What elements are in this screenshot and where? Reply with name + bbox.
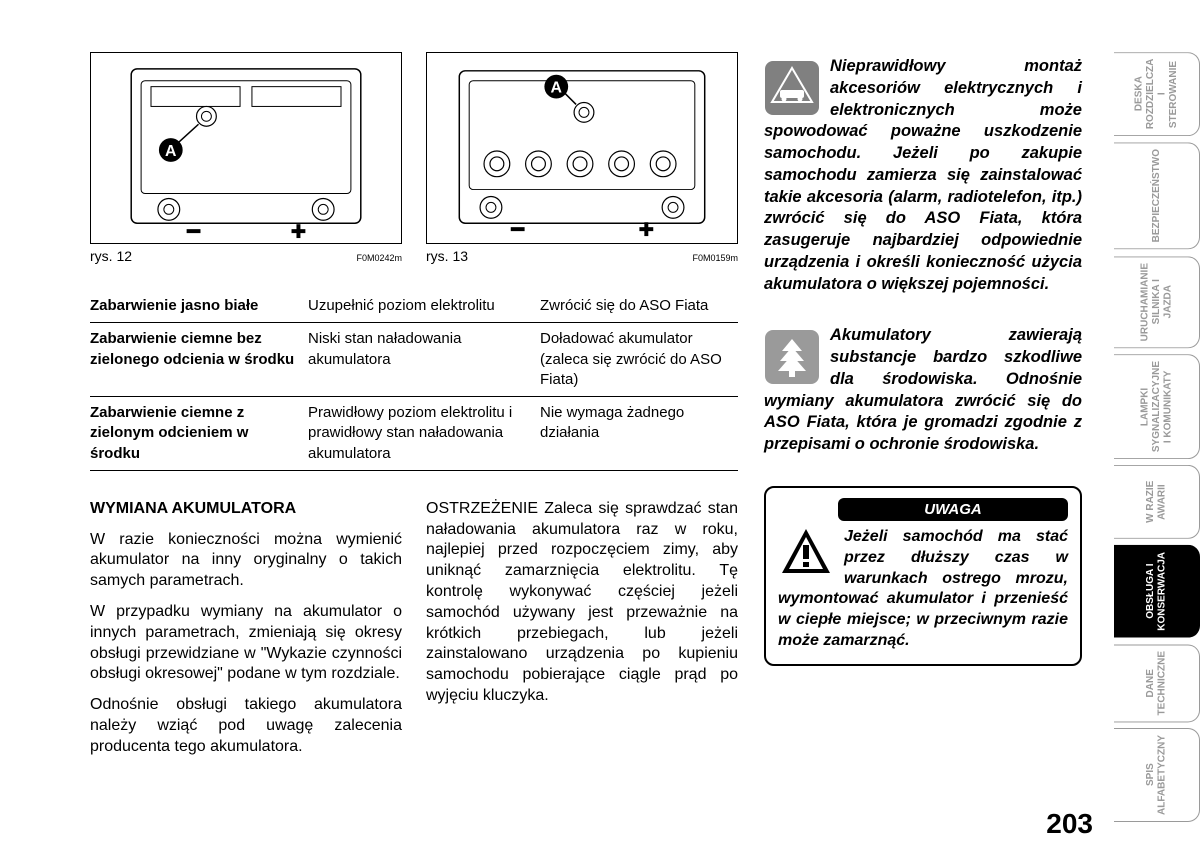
paragraph: Odnośnie obsługi takiego akumulatora nal…: [90, 695, 402, 757]
table-row: Zabarwienie ciemne z zielonym odcieniem …: [90, 397, 738, 471]
svg-text:A: A: [551, 80, 563, 97]
paragraph: OSTRZEŻENIE Zaleca się sprawdzać stan na…: [426, 499, 738, 707]
page-content: A rys. 12 F0M0242m: [90, 52, 1105, 822]
tab-starting[interactable]: URUCHAMIANIE SILNIKA I JAZDA: [1114, 256, 1200, 348]
body-columns: WYMIANA AKUMULATORA W razie konieczności…: [90, 499, 738, 768]
table-cell: Zabarwienie ciemne bez zielonego odcieni…: [90, 329, 308, 390]
tab-warning-lights[interactable]: LAMPKI SYGNALIZACYJNE I KOMUNIKATY: [1114, 354, 1200, 459]
tab-emergency[interactable]: W RAZIE AWARII: [1114, 465, 1200, 539]
tab-technical[interactable]: DANE TECHNICZNE: [1114, 644, 1200, 722]
figure-13-image: A: [426, 52, 738, 244]
paragraph: W razie konieczności można wymienić akum…: [90, 530, 402, 592]
table-row: Zabarwienie ciemne bez zielonego odcieni…: [90, 323, 738, 397]
table-cell: Zabarwienie ciemne z zielonym odcieniem …: [90, 403, 308, 464]
table-cell: Zwrócić się do ASO Fiata: [540, 296, 738, 316]
body-col-left: WYMIANA AKUMULATORA W razie konieczności…: [90, 499, 402, 768]
fig13-caption: rys. 13: [426, 248, 468, 264]
table-cell: Nie wymaga żadnego działania: [540, 403, 738, 464]
section-heading: WYMIANA AKUMULATORA: [90, 499, 402, 520]
status-table: Zabarwienie jasno białe Uzupełnić poziom…: [90, 290, 738, 471]
figures-row: A rys. 12 F0M0242m: [90, 52, 738, 264]
right-column: Nieprawidłowy montaż akcesoriów elektryc…: [764, 56, 1082, 666]
left-column: A rys. 12 F0M0242m: [90, 52, 738, 768]
page-number: 203: [1046, 808, 1093, 840]
svg-text:A: A: [165, 143, 177, 160]
warning-1: Nieprawidłowy montaż akcesoriów elektryc…: [764, 56, 1082, 295]
figure-13: A rys. 13 F0M0159m: [426, 52, 738, 264]
uwaga-label: UWAGA: [838, 498, 1068, 521]
tab-index[interactable]: SPIS ALFABETYCZNY: [1114, 728, 1200, 822]
figure-12-image: A: [90, 52, 402, 244]
table-cell: Zabarwienie jasno białe: [90, 296, 308, 316]
fig12-caption: rys. 12: [90, 248, 132, 264]
fig13-code: F0M0159m: [692, 253, 738, 263]
side-tabs: DESKA ROZDZIELCZA I STEROWANIE BEZPIECZE…: [1114, 52, 1200, 822]
car-warning-icon: [764, 60, 820, 116]
table-cell: Niski stan naładowania akumulatora: [308, 329, 540, 390]
fig12-code: F0M0242m: [356, 253, 402, 263]
table-cell: Uzupełnić poziom elektrolitu: [308, 296, 540, 316]
table-row: Zabarwienie jasno białe Uzupełnić poziom…: [90, 290, 738, 323]
figure-12: A rys. 12 F0M0242m: [90, 52, 402, 264]
caution-triangle-icon: [778, 525, 834, 581]
uwaga-box: UWAGA Jeżeli samochód ma stać przez dłuż…: [764, 486, 1082, 666]
body-col-right: OSTRZEŻENIE Zaleca się sprawdzać stan na…: [426, 499, 738, 768]
uwaga-body: Jeżeli samochód ma stać przez dłuższy cz…: [778, 527, 1068, 652]
table-cell: Doładować akumulator (zaleca się zwrócić…: [540, 329, 738, 390]
environment-icon: [764, 329, 820, 385]
tab-dashboard[interactable]: DESKA ROZDZIELCZA I STEROWANIE: [1114, 52, 1200, 136]
warning-2: Akumulatory zawierają substancje bardzo …: [764, 325, 1082, 456]
paragraph: W przypadku wymiany na akumulator o inny…: [90, 602, 402, 685]
table-cell: Prawidłowy poziom elektrolitu i prawidło…: [308, 403, 540, 464]
tab-maintenance[interactable]: OBSŁUGA I KONSERWACJA: [1114, 545, 1200, 638]
tab-safety[interactable]: BEZPIECZEŃSTWO: [1114, 142, 1200, 249]
